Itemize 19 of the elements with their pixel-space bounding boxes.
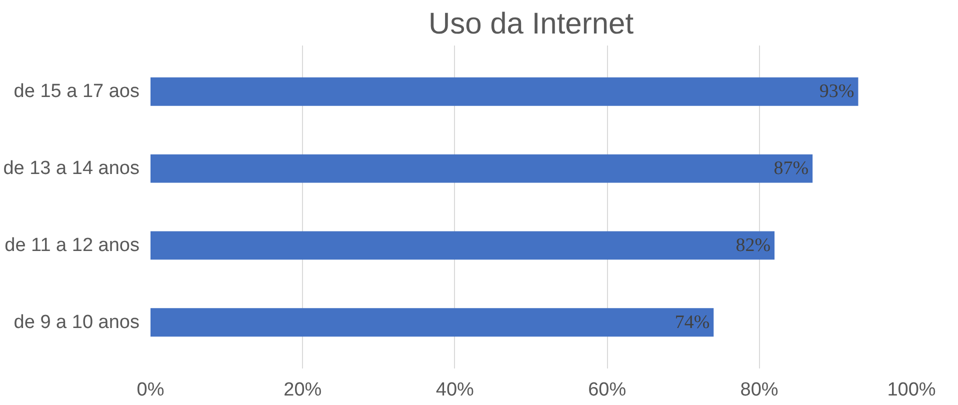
bar	[150, 77, 858, 106]
data-label: 74%	[674, 312, 710, 333]
x-tick-label: 20%	[284, 380, 322, 400]
x-tick-label: 80%	[740, 380, 778, 400]
y-tick-label: de 13 a 14 anos	[3, 158, 140, 180]
chart-title: Uso da Internet	[428, 8, 634, 40]
data-label: 93%	[819, 81, 854, 102]
y-tick-label: de 9 a 10 anos	[14, 312, 140, 333]
bar	[150, 308, 714, 337]
data-label: 82%	[736, 234, 771, 256]
y-tick-label: de 11 a 12 anos	[4, 234, 140, 256]
x-tick-label: 100%	[887, 380, 936, 400]
x-tick-label: 40%	[436, 380, 474, 400]
bar	[150, 231, 775, 260]
bar	[150, 154, 813, 183]
x-tick-label: 60%	[588, 380, 626, 400]
y-tick-label: de 15 a 17 aos	[14, 81, 140, 102]
x-tick-label: 0%	[136, 380, 164, 400]
data-label: 87%	[774, 158, 809, 180]
